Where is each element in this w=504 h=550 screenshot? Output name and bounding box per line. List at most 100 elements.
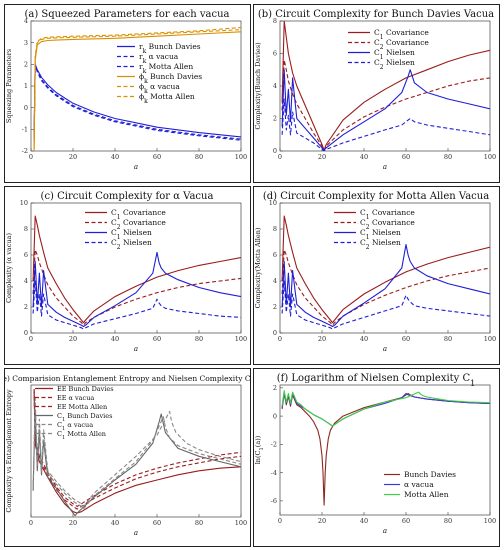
panel-d: (d) Circuit Complexity for Motta Allen V…: [253, 186, 500, 365]
y-tick-label: 10: [269, 199, 277, 207]
chart-title: (f) Logarithm of Nielsen Complexity C1: [277, 373, 476, 388]
x-tick-label: 20: [318, 153, 326, 161]
y-tick-label: -4: [271, 469, 277, 477]
legend-entry: C1 Motta Allen: [57, 430, 106, 441]
x-tick-label: 100: [484, 517, 496, 525]
y-tick-label: 2: [24, 303, 28, 311]
x-tick-label: 0: [29, 153, 33, 161]
legend-entry: C1 Nielsen: [360, 228, 401, 241]
series-line-2: [33, 63, 241, 140]
y-tick-label: 2: [273, 115, 277, 123]
y-axis-label: Complexity(Motta Allen): [254, 227, 262, 308]
panel-f: (f) Logarithm of Nielsen Complexity C1 0 2…: [253, 368, 500, 547]
series-line-3: [281, 69, 490, 151]
x-tick-label: 0: [29, 335, 33, 343]
y-axis-label: Complexity (α vacua): [5, 233, 13, 303]
series-line-1: [32, 215, 241, 324]
series-group: [281, 21, 490, 151]
y-tick-label: 0: [273, 147, 277, 155]
legend-entry: C2 Covariance: [360, 218, 415, 231]
chart-title: (b) Circuit Complexity for Bunch Davies …: [258, 9, 494, 20]
y-tick-label: 6: [24, 251, 28, 259]
x-axis-label: a: [383, 163, 387, 171]
chart-title: (a) Squeezed Parameters for each vacua: [24, 9, 229, 20]
legend-entry: C1 Covariance: [111, 208, 166, 221]
x-tick-label: 60: [153, 335, 161, 343]
legend-entry: ϕk Bunch Davies: [139, 72, 202, 85]
series-line-1: [33, 63, 241, 138]
legend-entry: C2 Nielsen: [374, 58, 415, 71]
series-line-3: [33, 64, 241, 141]
legend-entry: rk α vacua: [139, 52, 179, 65]
y-tick-label: -2: [271, 441, 277, 449]
x-tick-label: 60: [153, 153, 161, 161]
legend-entry: C2 Covariance: [374, 38, 429, 51]
y-tick-label: -2: [22, 147, 28, 155]
x-axis-label: a: [383, 345, 387, 353]
x-axis-label: a: [134, 163, 138, 171]
plot-frame: [279, 384, 491, 516]
y-tick-label: 4: [24, 277, 28, 285]
x-tick-label: 20: [69, 335, 77, 343]
plot-frame: [30, 20, 242, 152]
y-tick-label: 2: [273, 303, 277, 311]
chart-f-svg: (f) Logarithm of Nielsen Complexity C1 0 2…: [254, 373, 496, 535]
legend-entry: C2 Nielsen: [360, 238, 401, 251]
legend-entry: Bunch Davies: [404, 470, 456, 479]
legend-entry: C1 Nielsen: [374, 48, 415, 61]
legend-entry: Motta Allen: [404, 490, 449, 499]
legend-entry: C2 Covariance: [111, 218, 166, 231]
plot-frame: [30, 202, 242, 334]
legend-entry: α vacua: [404, 480, 434, 489]
y-tick-label: -1: [22, 126, 28, 134]
series-line-5: [33, 29, 241, 149]
x-tick-label: 0: [278, 335, 282, 343]
y-tick-label: 6: [273, 50, 277, 58]
series-line-6: [33, 26, 241, 151]
series-group: [281, 215, 490, 330]
y-tick-label: -6: [271, 497, 277, 505]
series-line-2: [32, 249, 241, 326]
y-tick-label: 4: [273, 82, 277, 90]
y-tick-label: 1: [24, 82, 28, 90]
panel-a: (a) Squeezed Parameters for each vacua 0 2…: [4, 4, 251, 183]
legend-entry: C1 Nielsen: [111, 228, 152, 241]
x-tick-label: 40: [111, 519, 119, 527]
legend-entry: ϕk α vacua: [139, 82, 180, 95]
series-line-2: [281, 59, 490, 151]
series-line-3: [33, 388, 241, 507]
y-tick-label: 8: [24, 225, 28, 233]
x-tick-label: 60: [402, 517, 410, 525]
legend-entry: rk Bunch Davies: [139, 42, 201, 55]
x-tick-label: 0: [278, 517, 282, 525]
y-tick-label: 3: [24, 39, 28, 47]
series-line-4: [281, 280, 490, 330]
chart-title: (e) Comparision Entanglement Entropy and…: [5, 374, 250, 387]
legend-entry: C2 Nielsen: [111, 238, 152, 251]
x-tick-label: 80: [195, 519, 203, 527]
series-line-3: [281, 244, 490, 328]
chart-e-svg: (e) Comparision Entanglement Entropy and…: [5, 374, 250, 537]
y-tick-label: 10: [20, 199, 28, 207]
series-group: [33, 26, 241, 151]
y-tick-label: 4: [24, 17, 28, 25]
x-tick-label: 40: [360, 153, 368, 161]
x-tick-label: 60: [402, 153, 410, 161]
y-axis-label: Complexity(Bunch Davies): [254, 42, 262, 130]
y-tick-label: 4: [273, 277, 277, 285]
x-tick-label: 80: [444, 517, 452, 525]
y-axis-label: Complexity vs Entanglement Entropy: [5, 389, 13, 513]
x-tick-label: 20: [318, 335, 326, 343]
series-line-1: [33, 391, 241, 514]
chart-a-svg: (a) Squeezed Parameters for each vacua 0 2…: [5, 9, 247, 171]
x-tick-label: 80: [195, 335, 203, 343]
series-line-1: [281, 215, 490, 324]
y-tick-label: 0: [273, 329, 277, 337]
chart-d-svg: (d) Circuit Complexity for Motta Allen V…: [254, 191, 496, 353]
x-tick-label: 0: [278, 153, 282, 161]
x-tick-label: 60: [402, 335, 410, 343]
x-tick-label: 100: [235, 519, 247, 527]
series-line-3: [281, 390, 490, 427]
